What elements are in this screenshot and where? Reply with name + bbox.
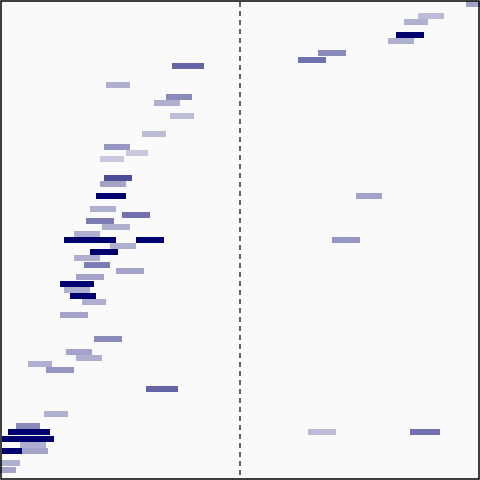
heatmap-cell-29	[90, 249, 118, 255]
heatmap-cell-21	[122, 212, 150, 218]
heatmap-cell-16	[104, 175, 132, 181]
heatmap-cell-2	[404, 19, 428, 25]
heatmap-cell-45	[44, 411, 68, 417]
heatmap-cell-5	[318, 50, 346, 56]
heatmap-cell-30	[74, 255, 100, 261]
heatmap-cell-51	[20, 442, 46, 448]
heatmap-cell-11	[170, 113, 194, 119]
heatmap-cell-40	[66, 349, 92, 355]
heatmap-cell-9	[166, 94, 192, 100]
heatmap-cell-0	[466, 1, 480, 7]
heatmap-cell-24	[74, 231, 100, 237]
heatmap-cell-53	[22, 448, 48, 454]
heatmap-cell-47	[8, 429, 50, 435]
heatmap-cell-23	[102, 224, 130, 230]
heatmap-cell-14	[126, 150, 148, 156]
heatmap-cell-25	[64, 237, 116, 243]
heatmap-cell-26	[136, 237, 164, 243]
heatmap-cell-41	[76, 355, 102, 361]
heatmap-cell-34	[60, 281, 94, 287]
heatmap-cell-13	[104, 144, 130, 150]
heatmap-cell-50	[2, 436, 54, 442]
heatmap-cell-44	[146, 386, 178, 392]
heatmap-cell-37	[82, 299, 106, 305]
heatmap-cell-28	[110, 243, 136, 249]
heatmap-cell-48	[308, 429, 336, 435]
heatmap-cell-22	[86, 218, 114, 224]
heatmap-cell-3	[396, 32, 424, 38]
heatmap-cell-32	[116, 268, 144, 274]
heatmap-cell-52	[2, 448, 22, 454]
heatmap-cell-46	[16, 423, 40, 429]
heatmap-cell-42	[28, 361, 52, 367]
heatmap-cell-49	[410, 429, 440, 435]
heatmap-cell-10	[154, 100, 180, 106]
heatmap-cell-43	[46, 367, 74, 373]
heatmap-cell-27	[332, 237, 360, 243]
heatmap-cell-7	[172, 63, 204, 69]
heatmap-cell-6	[298, 57, 326, 63]
heatmap-cell-4	[388, 38, 414, 44]
heatmap-cell-1	[418, 13, 444, 19]
heatmap-cell-55	[0, 467, 16, 473]
heatmap-cell-35	[64, 287, 90, 293]
heatmap-cell-8	[106, 82, 130, 88]
heatmap-cell-12	[142, 131, 166, 137]
heatmap-cell-20	[90, 206, 116, 212]
heatmap-cell-31	[84, 262, 110, 268]
heatmap-cell-33	[76, 274, 104, 280]
heatmap-cell-38	[60, 312, 88, 318]
heatmap-cell-39	[94, 336, 122, 342]
heatmap-cell-15	[100, 156, 124, 162]
heatmap-cell-36	[70, 293, 96, 299]
heatmap-cell-54	[0, 460, 20, 466]
heatmap-cell-18	[96, 193, 126, 199]
heatmap-cell-19	[356, 193, 382, 199]
heatmap-cell-17	[100, 181, 126, 187]
